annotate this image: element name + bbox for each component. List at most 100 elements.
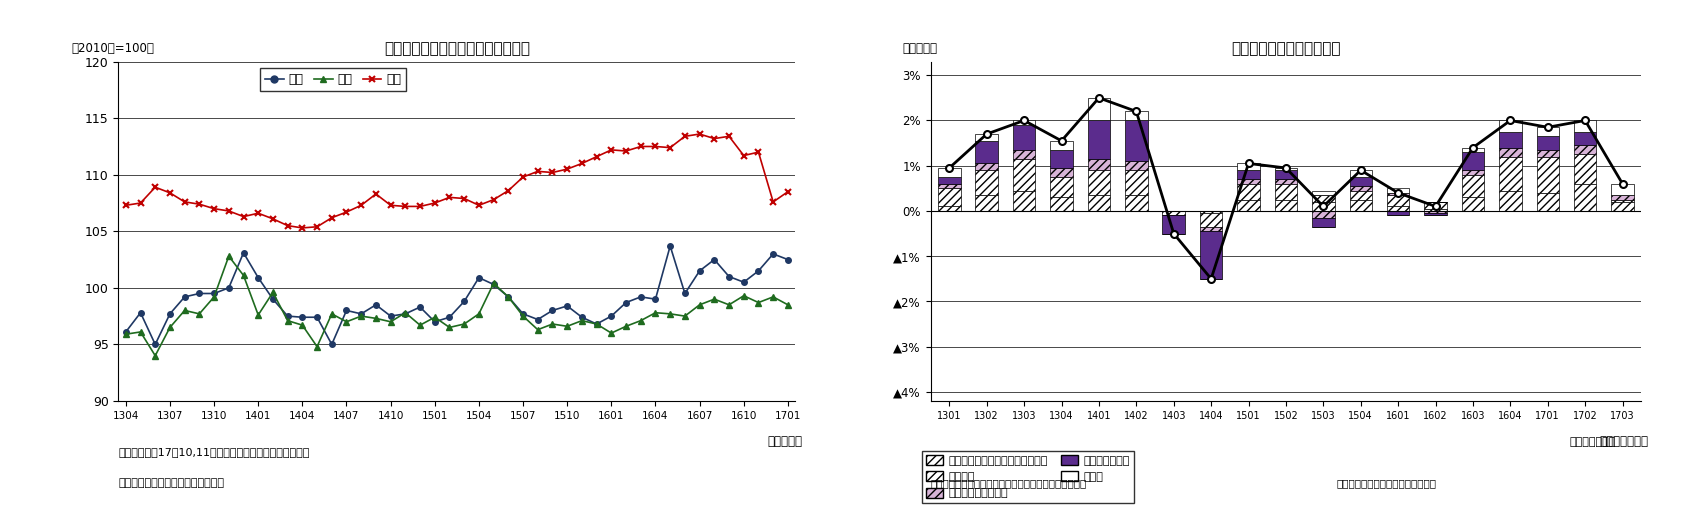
Bar xyxy=(937,184,961,188)
出荷 xyxy=(115,331,135,337)
出荷 xyxy=(645,309,665,316)
Bar xyxy=(976,163,998,170)
Bar xyxy=(937,177,961,184)
Bar xyxy=(1088,170,1110,195)
生産 xyxy=(469,274,489,281)
Text: （前期比）: （前期比） xyxy=(902,42,937,55)
Bar xyxy=(937,188,961,207)
Bar xyxy=(976,134,998,141)
在庫 xyxy=(497,188,518,194)
Bar xyxy=(1311,211,1335,218)
出荷 xyxy=(396,309,416,316)
在庫 xyxy=(190,201,210,207)
生産 xyxy=(306,314,327,320)
生産 xyxy=(572,314,592,320)
出荷 xyxy=(528,326,548,333)
生産 xyxy=(249,274,269,281)
Bar xyxy=(1387,211,1409,215)
Bar xyxy=(1237,170,1261,179)
Legend: 生産, 出荷, 在庫: 生産, 出荷, 在庫 xyxy=(261,68,406,91)
Bar xyxy=(1014,159,1036,191)
出荷 xyxy=(631,318,651,324)
生産 xyxy=(543,307,563,314)
Bar xyxy=(1014,150,1036,159)
在庫 xyxy=(381,202,401,208)
生産 xyxy=(778,256,799,263)
Bar xyxy=(1014,120,1036,125)
生産 xyxy=(130,309,151,316)
生産 xyxy=(719,273,739,280)
Bar xyxy=(1387,195,1409,207)
生産 xyxy=(277,313,298,319)
Bar xyxy=(1611,199,1634,202)
在庫 xyxy=(469,202,489,208)
Bar xyxy=(1274,199,1298,211)
出荷 xyxy=(689,302,709,308)
Bar xyxy=(1574,154,1596,184)
生産 xyxy=(425,319,445,325)
Bar xyxy=(1088,120,1110,159)
Title: 鉱工業生産の業種別寄与度: 鉱工業生産の業種別寄与度 xyxy=(1232,41,1340,57)
Bar xyxy=(1237,163,1261,170)
Bar xyxy=(1499,148,1521,157)
在庫 xyxy=(572,160,592,167)
Bar xyxy=(1125,161,1147,170)
出荷 xyxy=(675,313,695,319)
出荷 xyxy=(601,330,621,336)
生産 xyxy=(763,251,783,257)
Bar xyxy=(1425,209,1447,211)
Bar xyxy=(1574,184,1596,211)
生産 xyxy=(218,285,239,291)
出荷 xyxy=(469,311,489,317)
生産 xyxy=(365,302,386,308)
出荷 xyxy=(293,322,313,328)
出荷 xyxy=(321,311,342,317)
在庫 xyxy=(337,209,357,215)
出荷 xyxy=(174,307,195,314)
Bar xyxy=(1051,141,1073,150)
Bar xyxy=(1462,170,1484,175)
在庫 xyxy=(689,131,709,137)
生産 xyxy=(205,290,225,297)
出荷 xyxy=(497,294,518,300)
生産 xyxy=(146,341,166,347)
Bar xyxy=(1536,150,1558,157)
Bar xyxy=(1350,177,1372,186)
在庫 xyxy=(440,194,460,200)
生産 xyxy=(293,314,313,320)
在庫 xyxy=(704,136,724,142)
生産 xyxy=(190,290,210,297)
生産 xyxy=(159,311,179,317)
Bar xyxy=(1088,98,1110,120)
生産 xyxy=(748,268,768,274)
在庫 xyxy=(645,143,665,150)
Bar xyxy=(1536,136,1558,150)
在庫 xyxy=(146,184,166,190)
Text: （資料）経済産業省「鉱工業指数」: （資料）経済産業省「鉱工業指数」 xyxy=(118,478,225,488)
Bar xyxy=(976,195,998,211)
生産 xyxy=(262,296,283,302)
Bar xyxy=(1499,157,1521,191)
Bar xyxy=(1125,112,1147,120)
Bar xyxy=(1462,175,1484,197)
Line: 在庫: 在庫 xyxy=(122,131,792,231)
出荷 xyxy=(557,323,577,329)
Bar xyxy=(1425,213,1447,215)
出荷 xyxy=(159,324,179,331)
生産 xyxy=(645,296,665,302)
出荷 xyxy=(543,321,563,327)
Bar xyxy=(1274,168,1298,170)
Title: 鉱工業生産・出荷・在庫指数の推移: 鉱工業生産・出荷・在庫指数の推移 xyxy=(384,41,530,57)
Bar xyxy=(1051,177,1073,197)
在庫 xyxy=(425,200,445,206)
Text: （注）その他電気機械は電気機械、情報通信機械を合成: （注）その他電気機械は電気機械、情報通信機械を合成 xyxy=(931,478,1086,488)
Bar xyxy=(1014,125,1036,150)
出荷 xyxy=(484,280,504,286)
生産 xyxy=(396,311,416,317)
Bar xyxy=(1051,168,1073,177)
Bar xyxy=(1462,148,1484,152)
出荷 xyxy=(748,300,768,306)
Bar xyxy=(1274,184,1298,199)
生産 xyxy=(660,243,680,249)
出荷 xyxy=(337,319,357,325)
